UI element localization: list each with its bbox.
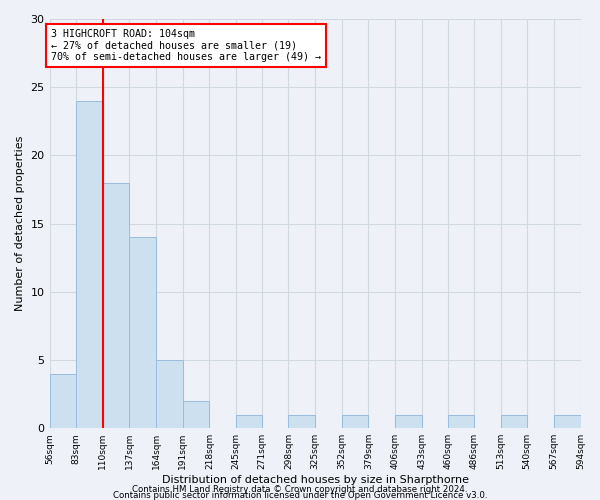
Bar: [341, 414, 368, 428]
Bar: [448, 414, 474, 428]
Text: 3 HIGHCROFT ROAD: 104sqm
← 27% of detached houses are smaller (19)
70% of semi-d: 3 HIGHCROFT ROAD: 104sqm ← 27% of detach…: [50, 28, 320, 62]
Bar: [183, 401, 209, 428]
Bar: [130, 237, 156, 428]
Text: Contains public sector information licensed under the Open Government Licence v3: Contains public sector information licen…: [113, 491, 487, 500]
Bar: [156, 360, 183, 428]
Y-axis label: Number of detached properties: Number of detached properties: [15, 136, 25, 312]
X-axis label: Distribution of detached houses by size in Sharpthorne: Distribution of detached houses by size …: [161, 475, 469, 485]
Bar: [236, 414, 262, 428]
Bar: [50, 374, 76, 428]
Bar: [103, 182, 130, 428]
Bar: [554, 414, 581, 428]
Bar: [395, 414, 422, 428]
Text: Contains HM Land Registry data © Crown copyright and database right 2024.: Contains HM Land Registry data © Crown c…: [132, 485, 468, 494]
Bar: [289, 414, 315, 428]
Bar: [500, 414, 527, 428]
Bar: [76, 101, 103, 428]
